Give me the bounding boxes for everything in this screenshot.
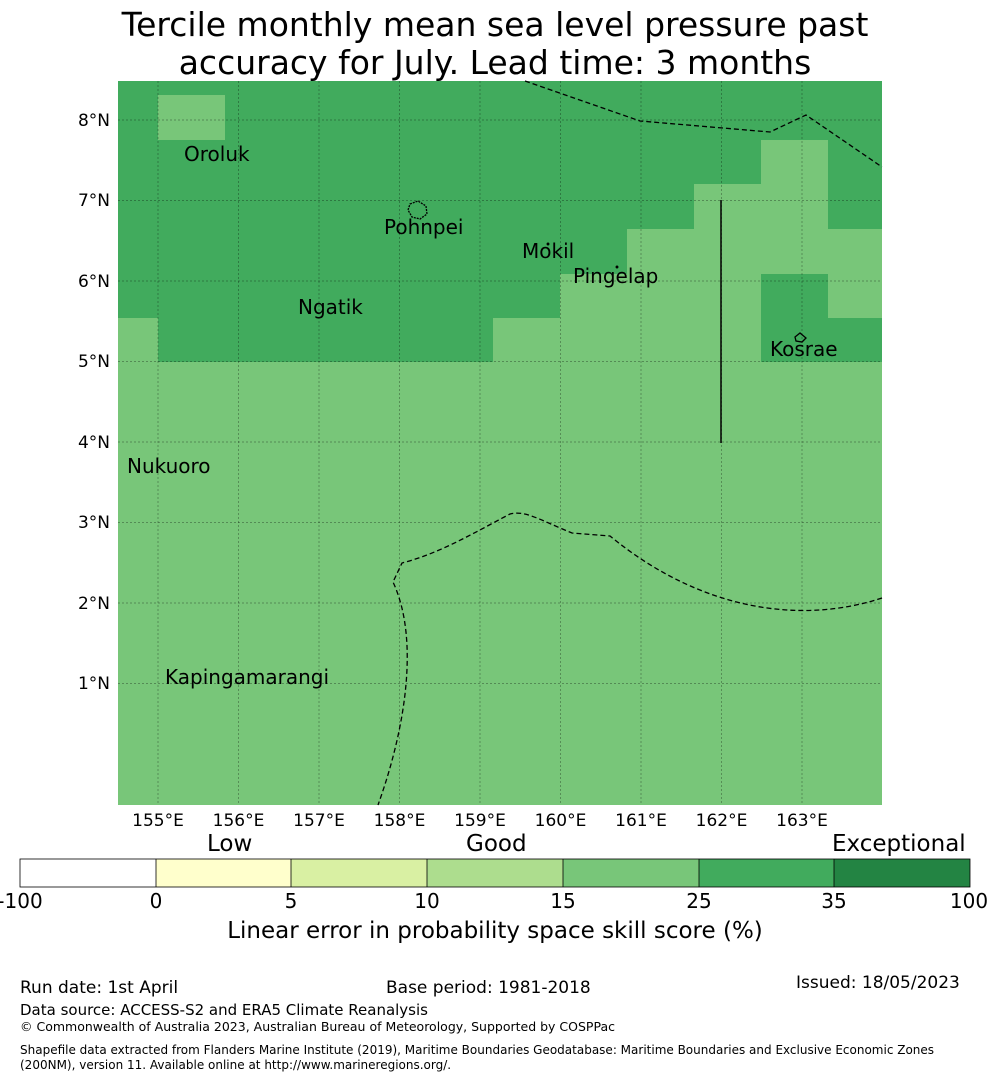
colorbar-caption-exceptional: Exceptional bbox=[832, 831, 966, 857]
colorbar-caption-good: Good bbox=[466, 831, 527, 857]
lat-label-6n: 6°N bbox=[78, 272, 110, 292]
kosrae-outline bbox=[794, 332, 807, 343]
lat-label-3n: 3°N bbox=[78, 513, 110, 533]
lat-label-4n: 4°N bbox=[78, 433, 110, 453]
colorbar-tick-25: 25 bbox=[686, 889, 712, 913]
cell-very-good bbox=[118, 81, 882, 362]
lat-label-1n: 1°N bbox=[78, 674, 110, 694]
title-line-2: accuracy for July. Lead time: 3 months bbox=[178, 43, 812, 82]
colorbar-tick-15: 15 bbox=[550, 889, 576, 913]
colorbar-seg-2 bbox=[156, 859, 291, 887]
colorbar-frame bbox=[19, 858, 971, 888]
lat-label-8n: 8°N bbox=[78, 111, 110, 131]
lat-labels: 8°N 7°N 6°N 5°N 4°N 3°N 2°N 1°N bbox=[78, 111, 110, 694]
colorbar-seg-7 bbox=[834, 859, 970, 887]
lon-label-160e: 160°E bbox=[535, 811, 587, 831]
place-pingelap: Pingelap bbox=[573, 264, 658, 288]
colorbar-tick-0: 0 bbox=[149, 889, 163, 913]
shapefile-credit-line-1: Shapefile data extracted from Flanders M… bbox=[20, 1043, 935, 1057]
lon-label-156e: 156°E bbox=[213, 811, 265, 831]
base-period: Base period: 1981-2018 bbox=[386, 978, 591, 998]
colorbar-tick-35: 35 bbox=[821, 889, 847, 913]
map-title: Tercile monthly mean sea level pressure … bbox=[0, 6, 990, 82]
lon-label-163e: 163°E bbox=[776, 811, 828, 831]
colorbar-caption-low: Low bbox=[207, 831, 253, 857]
colorbar bbox=[19, 858, 971, 888]
eez-boundaries bbox=[377, 80, 883, 806]
data-source: Data source: ACCESS-S2 and ERA5 Climate … bbox=[20, 1001, 428, 1019]
colorbar-tick-10: 10 bbox=[414, 889, 440, 913]
title-line-1: Tercile monthly mean sea level pressure … bbox=[121, 5, 869, 44]
eez-boundary-north bbox=[524, 80, 883, 168]
cell-very-good-kosrae bbox=[761, 274, 882, 362]
lat-label-7n: 7°N bbox=[78, 191, 110, 211]
pingelap-marker bbox=[615, 265, 619, 269]
shapefile-credit-line-2: (200NM), version 11. Available online at… bbox=[20, 1058, 452, 1072]
lon-label-159e: 159°E bbox=[454, 811, 506, 831]
mokil-marker bbox=[546, 242, 550, 246]
colorbar-tick-100: 100 bbox=[949, 889, 989, 913]
colorbar-label: Linear error in probability space skill … bbox=[227, 918, 763, 944]
place-labels: Oroluk Pohnpei Mokil Pingelap Ngatik Kos… bbox=[127, 142, 838, 689]
lat-label-5n: 5°N bbox=[78, 352, 110, 372]
lon-label-162e: 162°E bbox=[696, 811, 748, 831]
lon-label-161e: 161°E bbox=[615, 811, 667, 831]
copyright: © Commonwealth of Australia 2023, Austra… bbox=[20, 1019, 615, 1034]
colorbar-seg-5 bbox=[563, 859, 699, 887]
colorbar-tick-minus100: -100 bbox=[0, 889, 43, 913]
pohnpei-outline bbox=[407, 200, 428, 220]
colorbar-seg-1 bbox=[20, 859, 156, 887]
place-mokil: Mokil bbox=[522, 239, 574, 263]
lat-label-2n: 2°N bbox=[78, 594, 110, 614]
colorbar-tick-5: 5 bbox=[284, 889, 298, 913]
run-date: Run date: 1st April bbox=[20, 978, 179, 998]
graticule bbox=[118, 81, 882, 805]
lon-label-158e: 158°E bbox=[374, 811, 426, 831]
island-outlines bbox=[407, 200, 807, 343]
place-kapingamarangi: Kapingamarangi bbox=[165, 665, 329, 689]
place-pohnpei: Pohnpei bbox=[384, 215, 464, 239]
place-kosrae: Kosrae bbox=[770, 337, 838, 361]
cell-good-oroluk bbox=[158, 95, 225, 140]
lon-label-157e: 157°E bbox=[293, 811, 345, 831]
place-nukuoro: Nukuoro bbox=[127, 454, 211, 478]
lon-labels: 155°E 156°E 157°E 158°E 159°E 160°E 161°… bbox=[132, 811, 828, 831]
colorbar-seg-3 bbox=[291, 859, 427, 887]
lon-label-155e: 155°E bbox=[132, 811, 184, 831]
eez-boundary-south-arc bbox=[377, 512, 883, 806]
place-ngatik: Ngatik bbox=[298, 295, 363, 319]
issued-date: Issued: 18/05/2023 bbox=[796, 973, 960, 993]
colorbar-seg-4 bbox=[427, 859, 563, 887]
place-oroluk: Oroluk bbox=[184, 142, 250, 166]
colorbar-seg-6 bbox=[699, 859, 834, 887]
skill-score-cells bbox=[118, 81, 882, 805]
